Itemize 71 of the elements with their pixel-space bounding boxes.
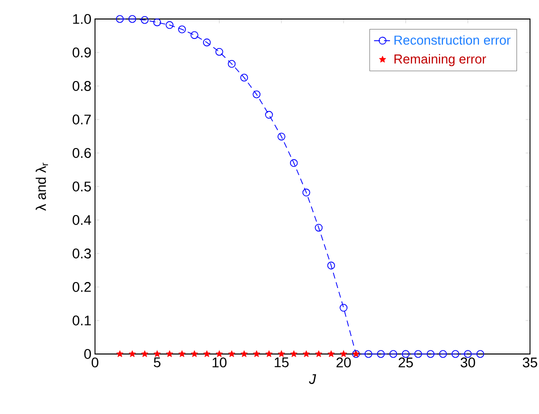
x-tick-label: 10: [212, 358, 227, 368]
x-tick-label: 20: [336, 358, 351, 368]
y-tick-label: 0: [84, 349, 91, 359]
y-tick-label: 0.4: [72, 215, 92, 225]
point: [153, 18, 162, 26]
point: [302, 188, 310, 196]
point: [166, 350, 174, 358]
y-tick-label: 1.0: [73, 14, 91, 24]
point: [203, 350, 210, 358]
point: [228, 60, 236, 68]
point: [166, 21, 174, 29]
legend-label: Remaining error: [394, 54, 486, 66]
point: [265, 350, 273, 358]
point: [240, 350, 248, 358]
point: [154, 350, 161, 358]
point: [228, 350, 236, 358]
point: [252, 90, 260, 98]
x-tick-label: 15: [274, 358, 289, 368]
point: [389, 350, 398, 358]
x-tick-label: 5: [154, 358, 160, 368]
y-axis-title: λ and λ$_{r}$: [36, 162, 48, 211]
point: [376, 350, 385, 358]
point: [253, 350, 260, 358]
legend-label: Reconstruction error: [394, 35, 511, 45]
point: [140, 16, 149, 24]
point: [240, 74, 248, 82]
point: [265, 110, 273, 119]
point: [340, 304, 348, 312]
y-tick-label: 0.7: [72, 114, 91, 124]
point: [290, 159, 298, 167]
point: [439, 350, 447, 358]
point: [278, 132, 286, 140]
point: [215, 48, 224, 56]
y-tick-label: 0.1: [72, 316, 91, 326]
point: [328, 350, 335, 358]
point: [340, 350, 348, 358]
y-tick-label: 0.5: [72, 182, 91, 192]
point: [426, 350, 434, 358]
y-tick-label: 0.2: [72, 282, 91, 292]
point: [128, 15, 136, 23]
x-tick-label: 25: [398, 358, 413, 368]
point: [128, 350, 136, 358]
point: [476, 350, 484, 358]
point: [116, 15, 124, 23]
y-tick-label: 0.3: [72, 248, 91, 258]
point: [216, 350, 223, 358]
point: [464, 350, 472, 358]
point: [290, 350, 298, 358]
x-tick-label: 35: [522, 358, 538, 368]
point: [178, 350, 186, 358]
point: [141, 350, 148, 358]
point: [302, 350, 310, 358]
x-tick-label: 30: [460, 358, 476, 368]
point: [202, 38, 211, 46]
point: [178, 25, 186, 34]
y-tick-label: 0.6: [72, 148, 91, 158]
point: [190, 31, 198, 39]
point: [314, 224, 323, 232]
x-axis-title: J: [308, 374, 316, 384]
point: [452, 350, 460, 358]
x-tick-label: 0: [92, 358, 98, 368]
point: [364, 350, 372, 358]
point: [402, 350, 410, 358]
point: [190, 350, 198, 358]
point: [116, 350, 124, 358]
point: [278, 350, 285, 358]
y-tick-label: 0.8: [72, 81, 91, 91]
y-tick-label: 0.9: [72, 48, 91, 58]
point: [414, 350, 422, 358]
point: [315, 350, 322, 358]
point: [327, 262, 336, 270]
